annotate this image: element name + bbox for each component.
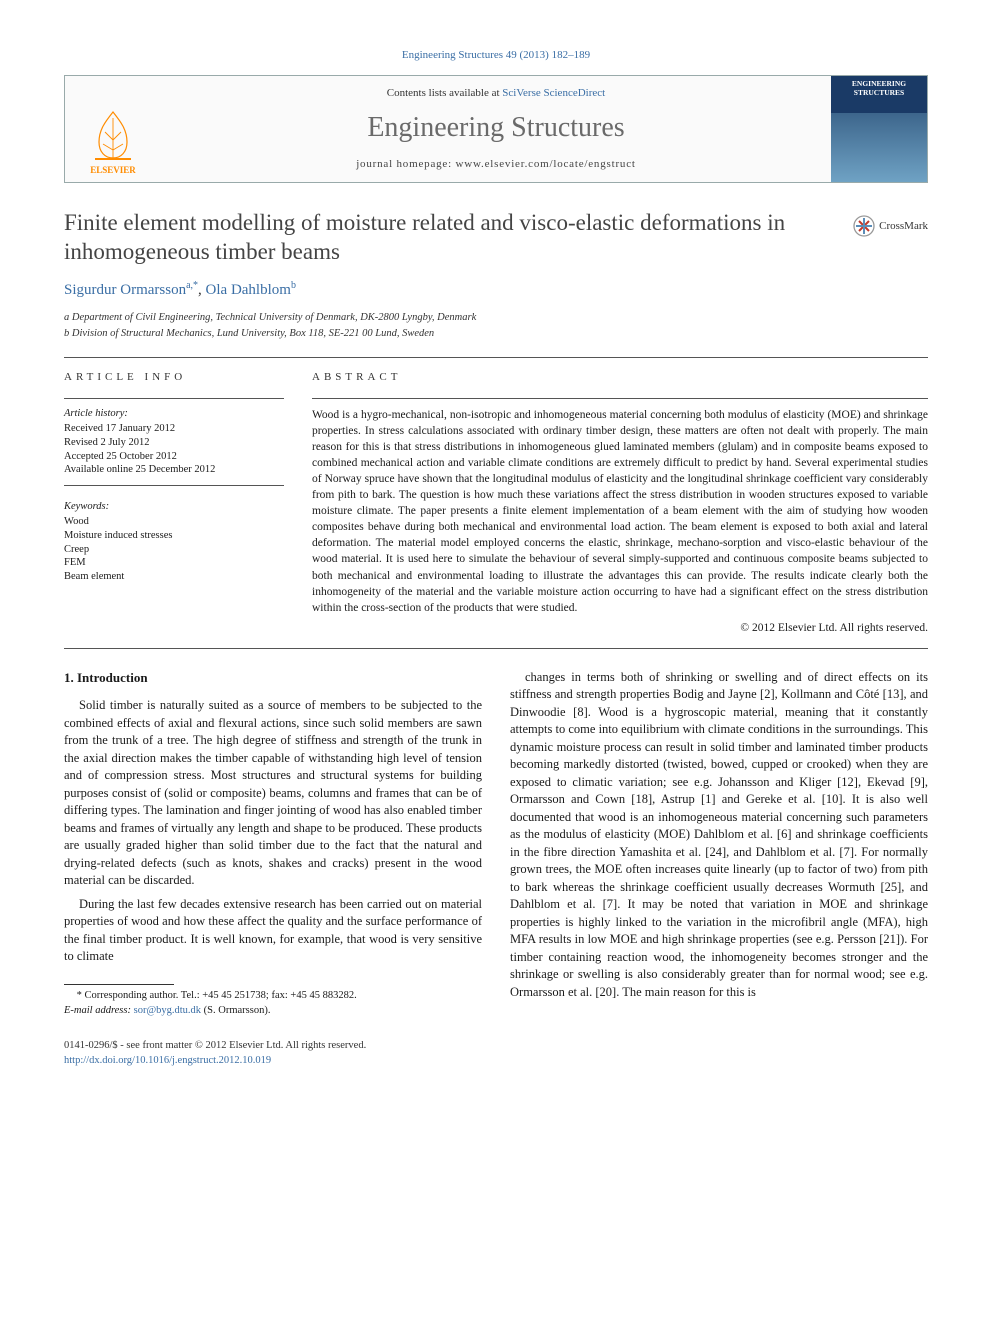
author-list: Sigurdur Ormarssona,*, Ola Dahlblomb [64,279,928,301]
abstract-heading: ABSTRACT [312,370,928,385]
author-1-aff: a,* [186,280,198,291]
author-2-link[interactable]: Ola Dahlblom [206,282,291,298]
article-info-block: ARTICLE INFO Article history: Received 1… [64,370,284,636]
abstract-copyright: © 2012 Elsevier Ltd. All rights reserved… [312,620,928,636]
contents-line: Contents lists available at SciVerse Sci… [167,86,825,101]
journal-title-cell: Contents lists available at SciVerse Sci… [161,76,831,182]
crossmark-label: CrossMark [879,219,928,234]
front-matter-line: 0141-0296/$ - see front matter © 2012 El… [64,1039,928,1054]
history-received: Received 17 January 2012 [64,422,284,436]
elsevier-logo[interactable]: ELSEVIER [77,96,149,176]
article-history: Article history: Received 17 January 201… [64,407,284,477]
email-label: E-mail address: [64,1005,131,1016]
crossmark-badge[interactable]: CrossMark [853,209,928,237]
article-body: 1. Introduction Solid timber is naturall… [64,669,928,1019]
affiliation-b: b Division of Structural Mechanics, Lund… [64,327,928,342]
abstract-text: Wood is a hygro-mechanical, non-isotropi… [312,407,928,616]
history-online: Available online 25 December 2012 [64,463,284,477]
affiliation-a: a Department of Civil Engineering, Techn… [64,311,928,326]
keywords-block: Keywords: Wood Moisture induced stresses… [64,500,284,584]
footnote-separator [64,984,174,985]
corresponding-footnote: * Corresponding author. Tel.: +45 45 251… [64,989,482,1019]
keywords-heading: Keywords: [64,500,284,514]
article-info-heading: ARTICLE INFO [64,370,284,385]
publisher-logo-cell: ELSEVIER [65,76,161,182]
article-title: Finite element modelling of moisture rel… [64,209,837,267]
body-paragraph: Solid timber is naturally suited as a so… [64,697,482,890]
history-accepted: Accepted 25 October 2012 [64,450,284,464]
affiliations: a Department of Civil Engineering, Techn… [64,311,928,341]
body-paragraph: changes in terms both of shrinking or sw… [510,669,928,1002]
page-footer: 0141-0296/$ - see front matter © 2012 El… [64,1039,928,1068]
homepage-prefix: journal homepage: [356,158,455,170]
citation-link[interactable]: Engineering Structures 49 (2013) 182–189 [402,49,590,61]
crossmark-icon [853,215,875,237]
keyword: Beam element [64,570,284,584]
keyword: Wood [64,515,284,529]
journal-header-box: ELSEVIER Contents lists available at Sci… [64,75,928,183]
journal-name: Engineering Structures [167,108,825,147]
doi-link[interactable]: http://dx.doi.org/10.1016/j.engstruct.20… [64,1055,271,1066]
email-suffix: (S. Ormarsson). [201,1005,270,1016]
publisher-name: ELSEVIER [90,164,136,177]
divider [64,357,928,358]
abstract-block: ABSTRACT Wood is a hygro-mechanical, non… [312,370,928,636]
info-rule [64,398,284,399]
homepage-url[interactable]: www.elsevier.com/locate/engstruct [456,158,636,170]
history-revised: Revised 2 July 2012 [64,436,284,450]
journal-cover-cell: ENGINEERING STRUCTURES [831,76,927,182]
keyword: FEM [64,556,284,570]
keyword: Moisture induced stresses [64,529,284,543]
body-paragraph: During the last few decades extensive re… [64,896,482,966]
corresponding-line: * Corresponding author. Tel.: +45 45 251… [64,989,482,1004]
header-citation: Engineering Structures 49 (2013) 182–189 [64,48,928,63]
history-heading: Article history: [64,407,284,421]
section-1-heading: 1. Introduction [64,669,482,687]
journal-homepage: journal homepage: www.elsevier.com/locat… [167,157,825,172]
cover-title: ENGINEERING STRUCTURES [835,80,923,97]
sciencedirect-link[interactable]: SciVerse ScienceDirect [502,87,605,99]
tree-icon [85,108,141,164]
corresponding-email-link[interactable]: sor@byg.dtu.dk [134,1005,201,1016]
contents-prefix: Contents lists available at [387,87,502,99]
author-1-link[interactable]: Sigurdur Ormarsson [64,282,186,298]
info-rule-2 [64,485,284,486]
journal-cover-thumbnail[interactable]: ENGINEERING STRUCTURES [831,76,927,182]
abs-rule [312,398,928,399]
keyword: Creep [64,543,284,557]
author-sep: , [198,282,206,298]
author-2-aff: b [291,280,296,291]
